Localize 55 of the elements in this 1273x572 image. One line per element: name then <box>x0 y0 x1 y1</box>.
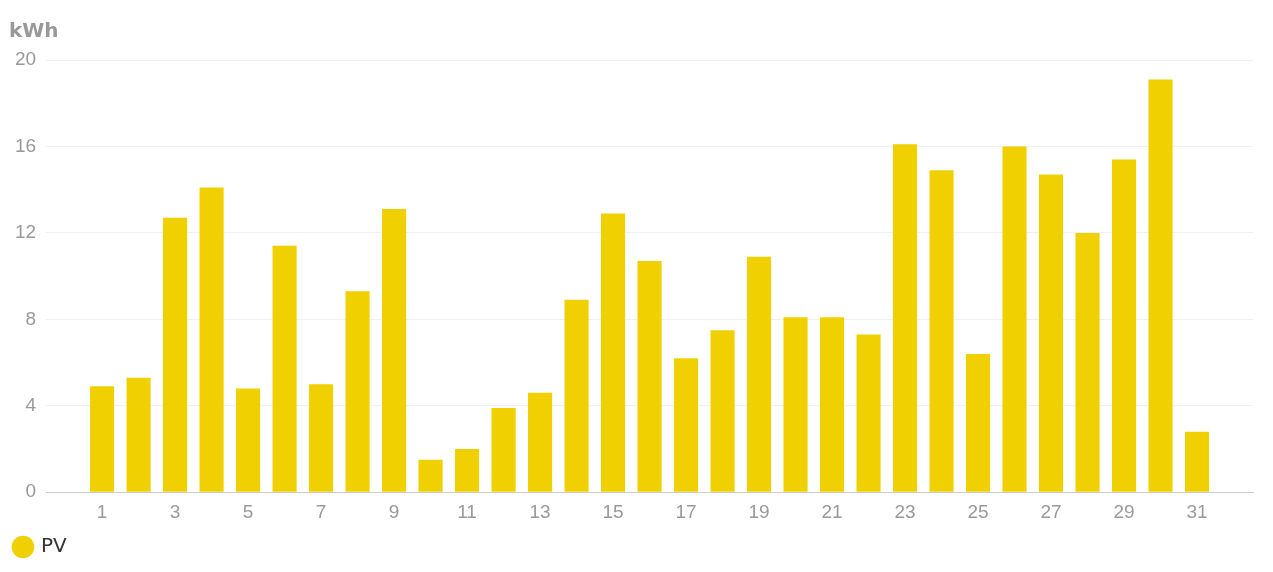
x-tick-label: 17 <box>675 500 697 522</box>
bar <box>674 358 699 492</box>
bar <box>856 334 881 492</box>
x-tick-label: 9 <box>388 500 400 522</box>
bar <box>783 317 808 492</box>
x-tick-label: 19 <box>748 500 770 522</box>
x-tick-label: 3 <box>169 500 181 522</box>
x-tick-label: 5 <box>242 500 254 522</box>
bar <box>418 459 443 492</box>
bar <box>1112 159 1137 492</box>
bar <box>966 353 991 492</box>
bar <box>491 407 516 492</box>
x-tick-label: 7 <box>315 500 327 522</box>
x-tick-label: 23 <box>894 500 916 522</box>
y-tick-label: 20 <box>14 48 37 70</box>
y-tick-label: 12 <box>14 221 37 243</box>
bar <box>1184 431 1210 492</box>
bar <box>345 291 370 492</box>
bar <box>528 392 553 492</box>
x-tick-label: 29 <box>1113 500 1135 522</box>
bar <box>1075 232 1100 492</box>
bar <box>309 384 334 492</box>
x-tick-label: 15 <box>602 500 624 522</box>
bar <box>601 213 626 492</box>
bar <box>1002 146 1027 492</box>
bar <box>893 144 918 492</box>
legend-label: PV <box>41 533 68 558</box>
x-tick-label: 21 <box>821 500 843 522</box>
x-tick-label: 25 <box>967 500 989 522</box>
bar <box>1148 79 1173 492</box>
bar <box>382 209 407 492</box>
bar <box>820 317 845 492</box>
y-axis-title: kWh <box>9 18 59 42</box>
bar <box>747 256 772 492</box>
bar <box>710 330 735 492</box>
y-tick-label: 8 <box>25 307 37 329</box>
bar <box>637 260 662 492</box>
bar <box>126 377 151 492</box>
bar <box>1039 174 1064 492</box>
x-tick-label: 27 <box>1040 500 1062 522</box>
bar <box>236 388 261 492</box>
x-tick-label: 13 <box>529 500 551 522</box>
bar <box>272 245 297 492</box>
bar <box>455 448 480 492</box>
x-tick-label: 11 <box>457 500 477 522</box>
y-tick-label: 0 <box>25 480 37 502</box>
bar <box>564 299 589 492</box>
bar <box>90 386 115 492</box>
bar <box>929 170 954 492</box>
y-tick-label: 4 <box>25 393 37 415</box>
x-tick-label: 31 <box>1186 500 1208 522</box>
bar <box>199 187 224 492</box>
y-tick-label: 16 <box>14 134 37 156</box>
bar <box>163 217 188 492</box>
x-tick-label: 1 <box>96 500 108 522</box>
